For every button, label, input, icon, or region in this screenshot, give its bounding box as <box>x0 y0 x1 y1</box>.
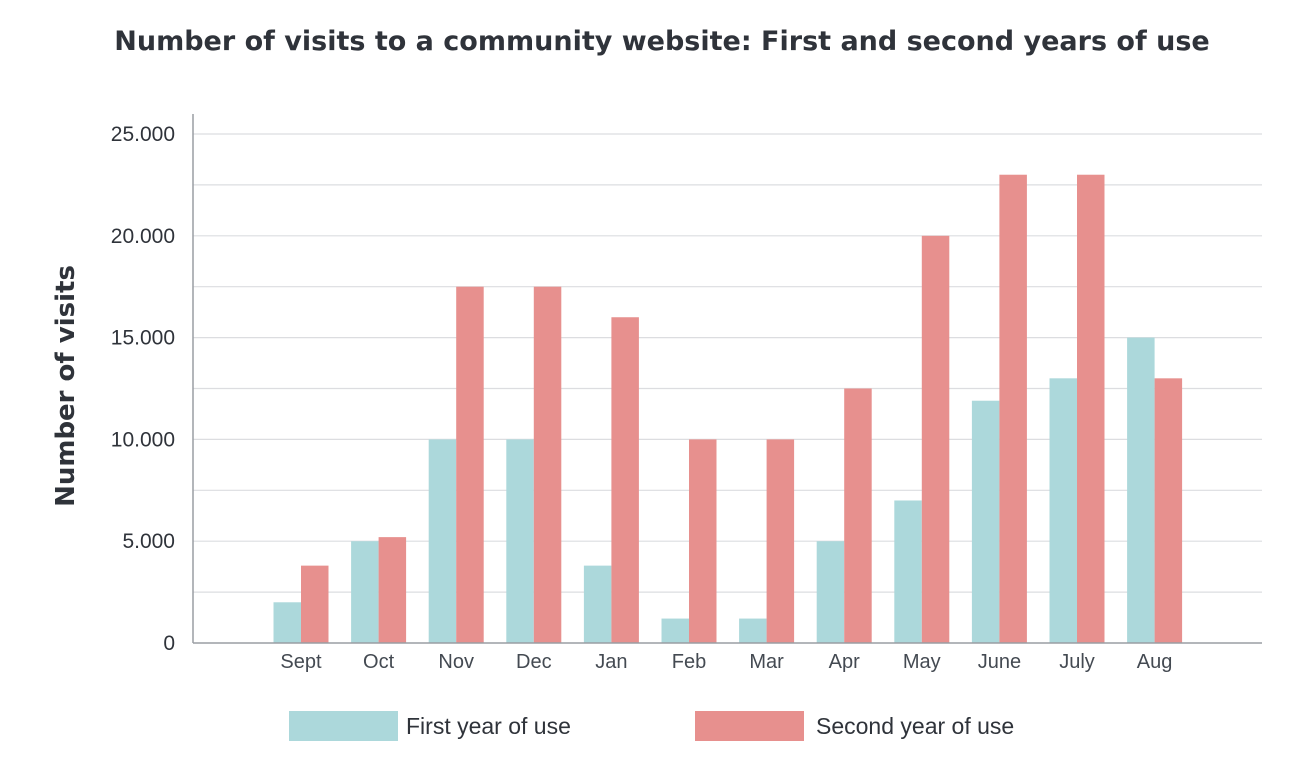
x-tick-label: Aug <box>1137 651 1173 673</box>
y-axis-label: Number of visits <box>51 265 81 507</box>
legend-swatch-second-year <box>695 711 804 741</box>
y-tick-label: 25.000 <box>111 123 175 146</box>
x-tick-label: July <box>1059 651 1095 673</box>
bar-first-year-mar <box>739 618 767 643</box>
bar-first-year-feb <box>661 618 689 643</box>
x-tick-label: Mar <box>749 651 784 673</box>
bar-first-year-dec <box>506 439 534 643</box>
bar-second-year-june <box>999 174 1027 643</box>
bar-second-year-aug <box>1154 378 1183 643</box>
x-tick-label: Feb <box>672 651 706 673</box>
legend-swatch-first-year <box>289 711 398 741</box>
legend: First year of use Second year of use <box>289 711 1014 741</box>
bar-second-year-sept <box>301 565 329 643</box>
y-tick-label: 0 <box>163 632 175 655</box>
bar-second-year-july <box>1077 174 1105 643</box>
bar-second-year-apr <box>844 388 872 643</box>
bar-second-year-nov <box>456 286 484 643</box>
bar-first-year-apr <box>816 541 845 643</box>
tick-labels: 0 5.000 10.000 15.000 20.000 25.000 Sept Oct Nov… <box>111 123 1173 673</box>
bar-first-year-july <box>1049 378 1077 643</box>
bar-second-year-dec <box>533 286 562 643</box>
bar-first-year-june <box>971 400 1000 643</box>
bars <box>273 174 1183 644</box>
bar-second-year-mar <box>766 439 795 643</box>
bar-second-year-jan <box>611 317 639 643</box>
x-tick-label: Dec <box>516 651 552 673</box>
bar-first-year-may <box>894 500 922 643</box>
x-tick-label: Jan <box>595 651 627 673</box>
bar-second-year-may <box>921 235 950 644</box>
axes <box>192 114 1262 644</box>
x-tick-label: Sept <box>280 651 322 673</box>
bar-first-year-sept <box>273 602 301 643</box>
bar-second-year-feb <box>689 439 717 643</box>
x-tick-label: Nov <box>438 651 474 673</box>
bar-first-year-aug <box>1127 337 1155 643</box>
x-tick-label: May <box>903 651 941 673</box>
x-tick-label: Oct <box>363 651 395 673</box>
y-tick-label: 20.000 <box>111 225 175 248</box>
bar-first-year-oct <box>351 541 379 643</box>
x-tick-label: June <box>978 651 1021 673</box>
chart-title: Number of visits to a community website:… <box>114 26 1209 57</box>
bar-first-year-jan <box>583 565 612 643</box>
bar-second-year-oct <box>378 537 407 643</box>
bar-first-year-nov <box>428 439 457 643</box>
legend-label-first-year: First year of use <box>406 713 571 739</box>
y-tick-label: 10.000 <box>111 428 175 451</box>
x-tick-label: Apr <box>829 651 860 673</box>
y-tick-label: 15.000 <box>111 327 175 350</box>
legend-label-second-year: Second year of use <box>816 713 1014 739</box>
y-tick-label: 5.000 <box>122 530 175 553</box>
